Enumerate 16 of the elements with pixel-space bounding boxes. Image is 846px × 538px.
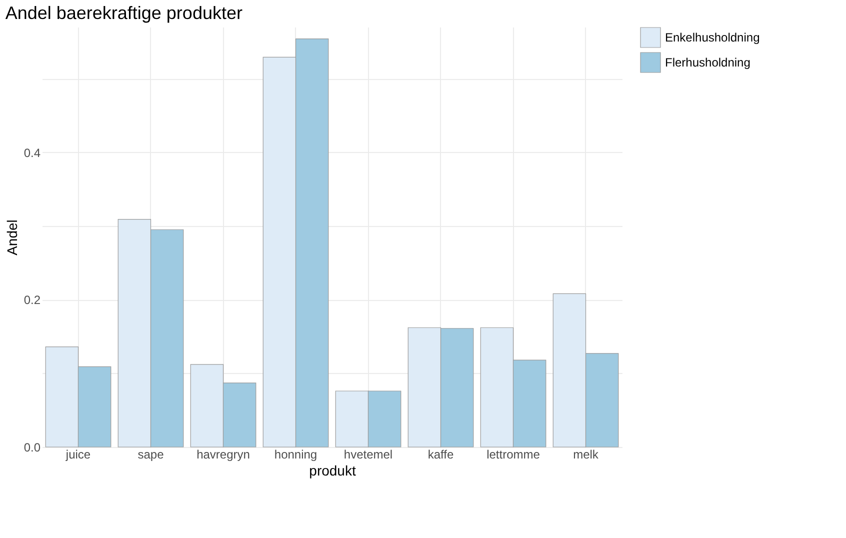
- x-tick-label: sape: [138, 448, 164, 462]
- legend-label: Flerhusholdning: [665, 56, 750, 70]
- legend-label: Enkelhusholdning: [665, 30, 760, 44]
- x-tick-label: havregryn: [196, 448, 250, 462]
- y-tick-label: 0.2: [24, 293, 41, 308]
- y-axis-title: Andel: [4, 220, 20, 256]
- x-axis-title: produkt: [309, 462, 356, 478]
- x-tick-label: kaffe: [428, 448, 454, 462]
- y-tick-label: 0.0: [24, 440, 41, 454]
- x-tick-label: hvetemel: [344, 448, 393, 462]
- x-tick-label: juice: [64, 448, 91, 462]
- x-tick-label: lettromme: [486, 448, 540, 462]
- x-tick-label: melk: [573, 448, 600, 462]
- chart-title: Andel baerekraftige produkter: [5, 3, 242, 23]
- y-tick-label: 0.4: [24, 146, 41, 160]
- x-tick-label: honning: [274, 448, 318, 462]
